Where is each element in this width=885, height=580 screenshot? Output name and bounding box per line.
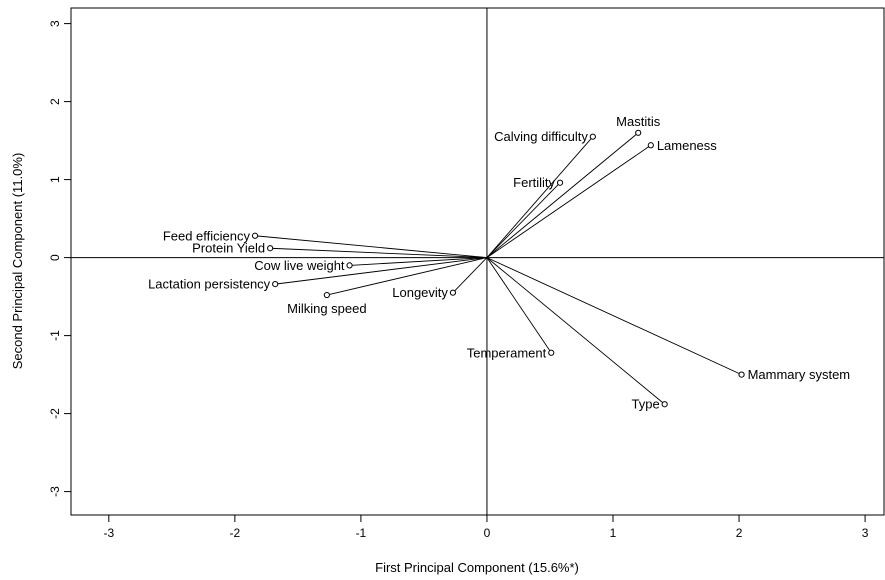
loading-vectors bbox=[254, 132, 742, 405]
x-tick-label: 1 bbox=[610, 526, 617, 540]
y-tick-label: -3 bbox=[48, 486, 62, 497]
point-label: Fertility bbox=[513, 175, 555, 190]
y-axis-title: Second Principal Component (11.0%) bbox=[10, 153, 25, 370]
point-labels: Mastitis Calving difficulty Lameness Fertil… bbox=[148, 114, 850, 412]
loading-vector bbox=[486, 136, 594, 258]
loading-point bbox=[323, 291, 330, 299]
loading-point bbox=[267, 245, 274, 252]
loading-point bbox=[251, 232, 259, 239]
x-tick-label: -3 bbox=[103, 526, 114, 540]
loading-points bbox=[251, 129, 745, 408]
y-tick-label: 2 bbox=[48, 98, 62, 105]
point-label: Longevity bbox=[392, 285, 448, 300]
loading-vector bbox=[275, 257, 488, 285]
point-label: Type bbox=[631, 397, 659, 412]
x-tick-label: 3 bbox=[862, 526, 869, 540]
y-tick-label: 1 bbox=[48, 176, 62, 183]
x-tick-label: -2 bbox=[230, 526, 241, 540]
point-label: Temperament bbox=[467, 345, 547, 360]
point-label: Lactation persistency bbox=[148, 277, 271, 292]
x-tick-label: 0 bbox=[484, 526, 491, 540]
loading-vector bbox=[486, 144, 652, 258]
loading-point bbox=[272, 281, 279, 288]
loading-point bbox=[556, 179, 564, 186]
point-label: Cow live weight bbox=[254, 258, 345, 273]
y-tick-label: 3 bbox=[48, 20, 62, 27]
x-tick-label: -1 bbox=[356, 526, 367, 540]
y-axis: -3 -2 -1 0 1 2 3 bbox=[48, 20, 71, 497]
reference-lines bbox=[71, 8, 884, 515]
point-label: Mastitis bbox=[616, 114, 661, 129]
y-tick-label: -2 bbox=[48, 408, 62, 419]
loading-vector bbox=[349, 257, 487, 266]
y-tick-label: 0 bbox=[48, 254, 62, 261]
loading-vector bbox=[486, 257, 742, 376]
loading-vector bbox=[486, 132, 639, 258]
loading-point bbox=[346, 262, 353, 269]
loading-vector bbox=[254, 235, 487, 259]
plot-frame bbox=[70, 7, 885, 516]
x-axis: -3 -2 -1 0 1 2 3 bbox=[103, 515, 869, 540]
point-label: Feed efficiency bbox=[163, 228, 251, 243]
loading-vector bbox=[452, 257, 488, 294]
point-label: Mammary system bbox=[748, 367, 851, 382]
loading-vector bbox=[326, 257, 488, 296]
point-label: Milking speed bbox=[287, 301, 367, 316]
point-label: Calving difficulty bbox=[494, 129, 588, 144]
loading-vector bbox=[486, 257, 665, 405]
y-tick-label: -1 bbox=[48, 330, 62, 341]
loading-vector bbox=[486, 182, 561, 258]
loading-point bbox=[548, 349, 555, 356]
loading-vector bbox=[270, 247, 487, 259]
loading-point bbox=[635, 129, 642, 136]
loading-point bbox=[589, 133, 596, 140]
loading-vector bbox=[486, 257, 552, 354]
point-label: Protein Yield bbox=[192, 241, 265, 256]
x-tick-label: 2 bbox=[736, 526, 743, 540]
loading-point bbox=[449, 289, 457, 296]
x-axis-title: First Principal Component (15.6%*) bbox=[375, 560, 579, 575]
point-label: Lameness bbox=[657, 138, 717, 153]
loading-point bbox=[647, 142, 654, 149]
loading-point bbox=[661, 401, 668, 408]
loading-point bbox=[738, 371, 745, 378]
